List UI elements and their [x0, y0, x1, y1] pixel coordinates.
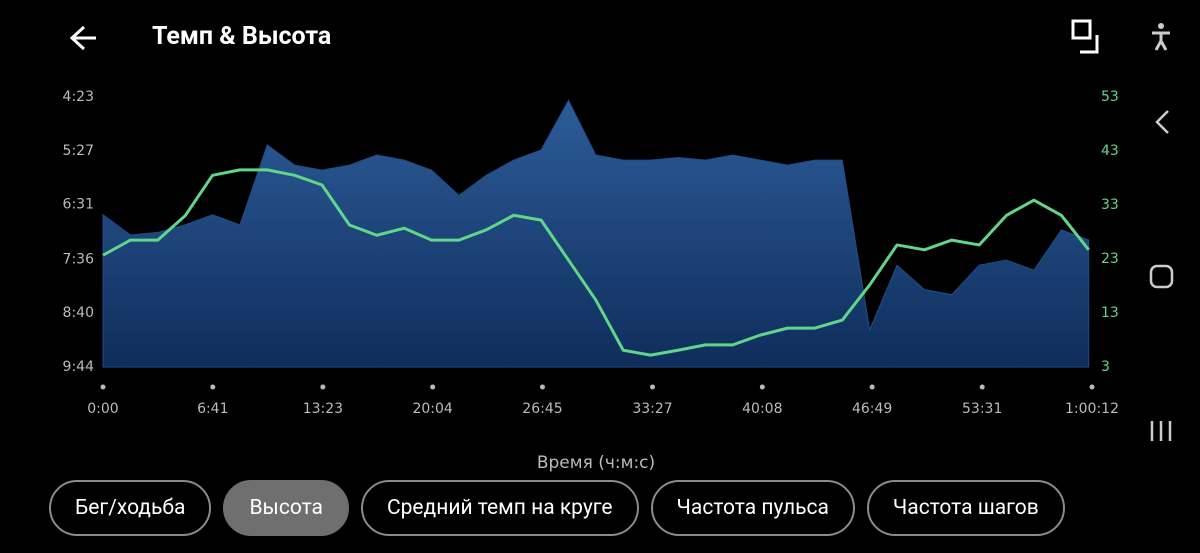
x-tick-label: 0:00	[87, 401, 118, 417]
icon	[1071, 19, 1092, 40]
altitude-line	[102, 168, 1090, 357]
accessibility-button[interactable]	[1152, 23, 1170, 51]
x-tick-label: 13:23	[303, 401, 343, 417]
x-tick-dot	[320, 384, 326, 390]
back-button[interactable]	[69, 25, 96, 51]
x-tick-dot	[100, 384, 106, 390]
x-tick-dot	[869, 384, 875, 390]
y2-tick-label: 13	[1101, 305, 1119, 321]
y2-tick-label: 33	[1101, 197, 1119, 213]
x-tick-label: 20:04	[412, 401, 452, 417]
x-tick-dot	[1089, 384, 1095, 390]
x-tick-dot	[759, 384, 765, 390]
y-tick-label: 6:31	[63, 197, 94, 213]
y2-tick-label: 43	[1101, 143, 1119, 159]
tab-bar: Бег/ходьба Высота Средний темп на круге Час…	[49, 480, 1140, 540]
icon	[1158, 23, 1164, 29]
x-tick-dot	[430, 384, 436, 390]
rotate-button[interactable]	[1071, 19, 1099, 54]
x-tick-label: 40:08	[742, 401, 782, 417]
x-tick-label: 6:41	[197, 401, 228, 417]
y2-tick-label: 23	[1101, 251, 1119, 267]
x-tick-label: 26:45	[522, 401, 562, 417]
page-title: Темп & Высота	[152, 22, 332, 51]
x-tick-label: 1:00:12	[1065, 401, 1119, 417]
tab-chip[interactable]: Бег/ходьба	[49, 480, 212, 536]
y-tick-label: 5:27	[63, 143, 94, 159]
nav-back[interactable]	[1155, 110, 1169, 134]
x-tick-dot	[539, 384, 545, 390]
x-tick-label: 33:27	[632, 401, 672, 417]
tab-chip[interactable]: Высота	[223, 480, 349, 536]
tab-chip[interactable]: Частота пульса	[650, 480, 855, 536]
y-tick-label: 8:40	[63, 305, 94, 321]
y-tick-label: 7:36	[63, 251, 95, 267]
x-tick-dot	[979, 384, 985, 390]
y-tick-label: 9:44	[63, 359, 95, 375]
x-tick-dot	[210, 384, 216, 390]
tab-chip[interactable]: Частота шагов	[866, 480, 1065, 536]
x-tick-label: 46:49	[852, 401, 892, 417]
tab-chip[interactable]: Средний темп на круге	[360, 480, 639, 536]
pace-area	[102, 99, 1090, 368]
x-tick-label: 53:31	[962, 401, 1002, 417]
back-arrow	[69, 25, 96, 51]
x-axis-title: Время (ч:м:с)	[537, 453, 655, 473]
nav-home[interactable]	[1149, 264, 1174, 289]
nav-recent[interactable]	[1150, 421, 1172, 441]
icon	[1080, 35, 1099, 54]
x-tick-dot	[650, 384, 656, 390]
y-tick-label: 4:23	[63, 89, 94, 105]
y2-tick-label: 3	[1101, 359, 1110, 375]
icon	[1152, 31, 1170, 51]
y2-tick-label: 53	[1101, 89, 1119, 105]
